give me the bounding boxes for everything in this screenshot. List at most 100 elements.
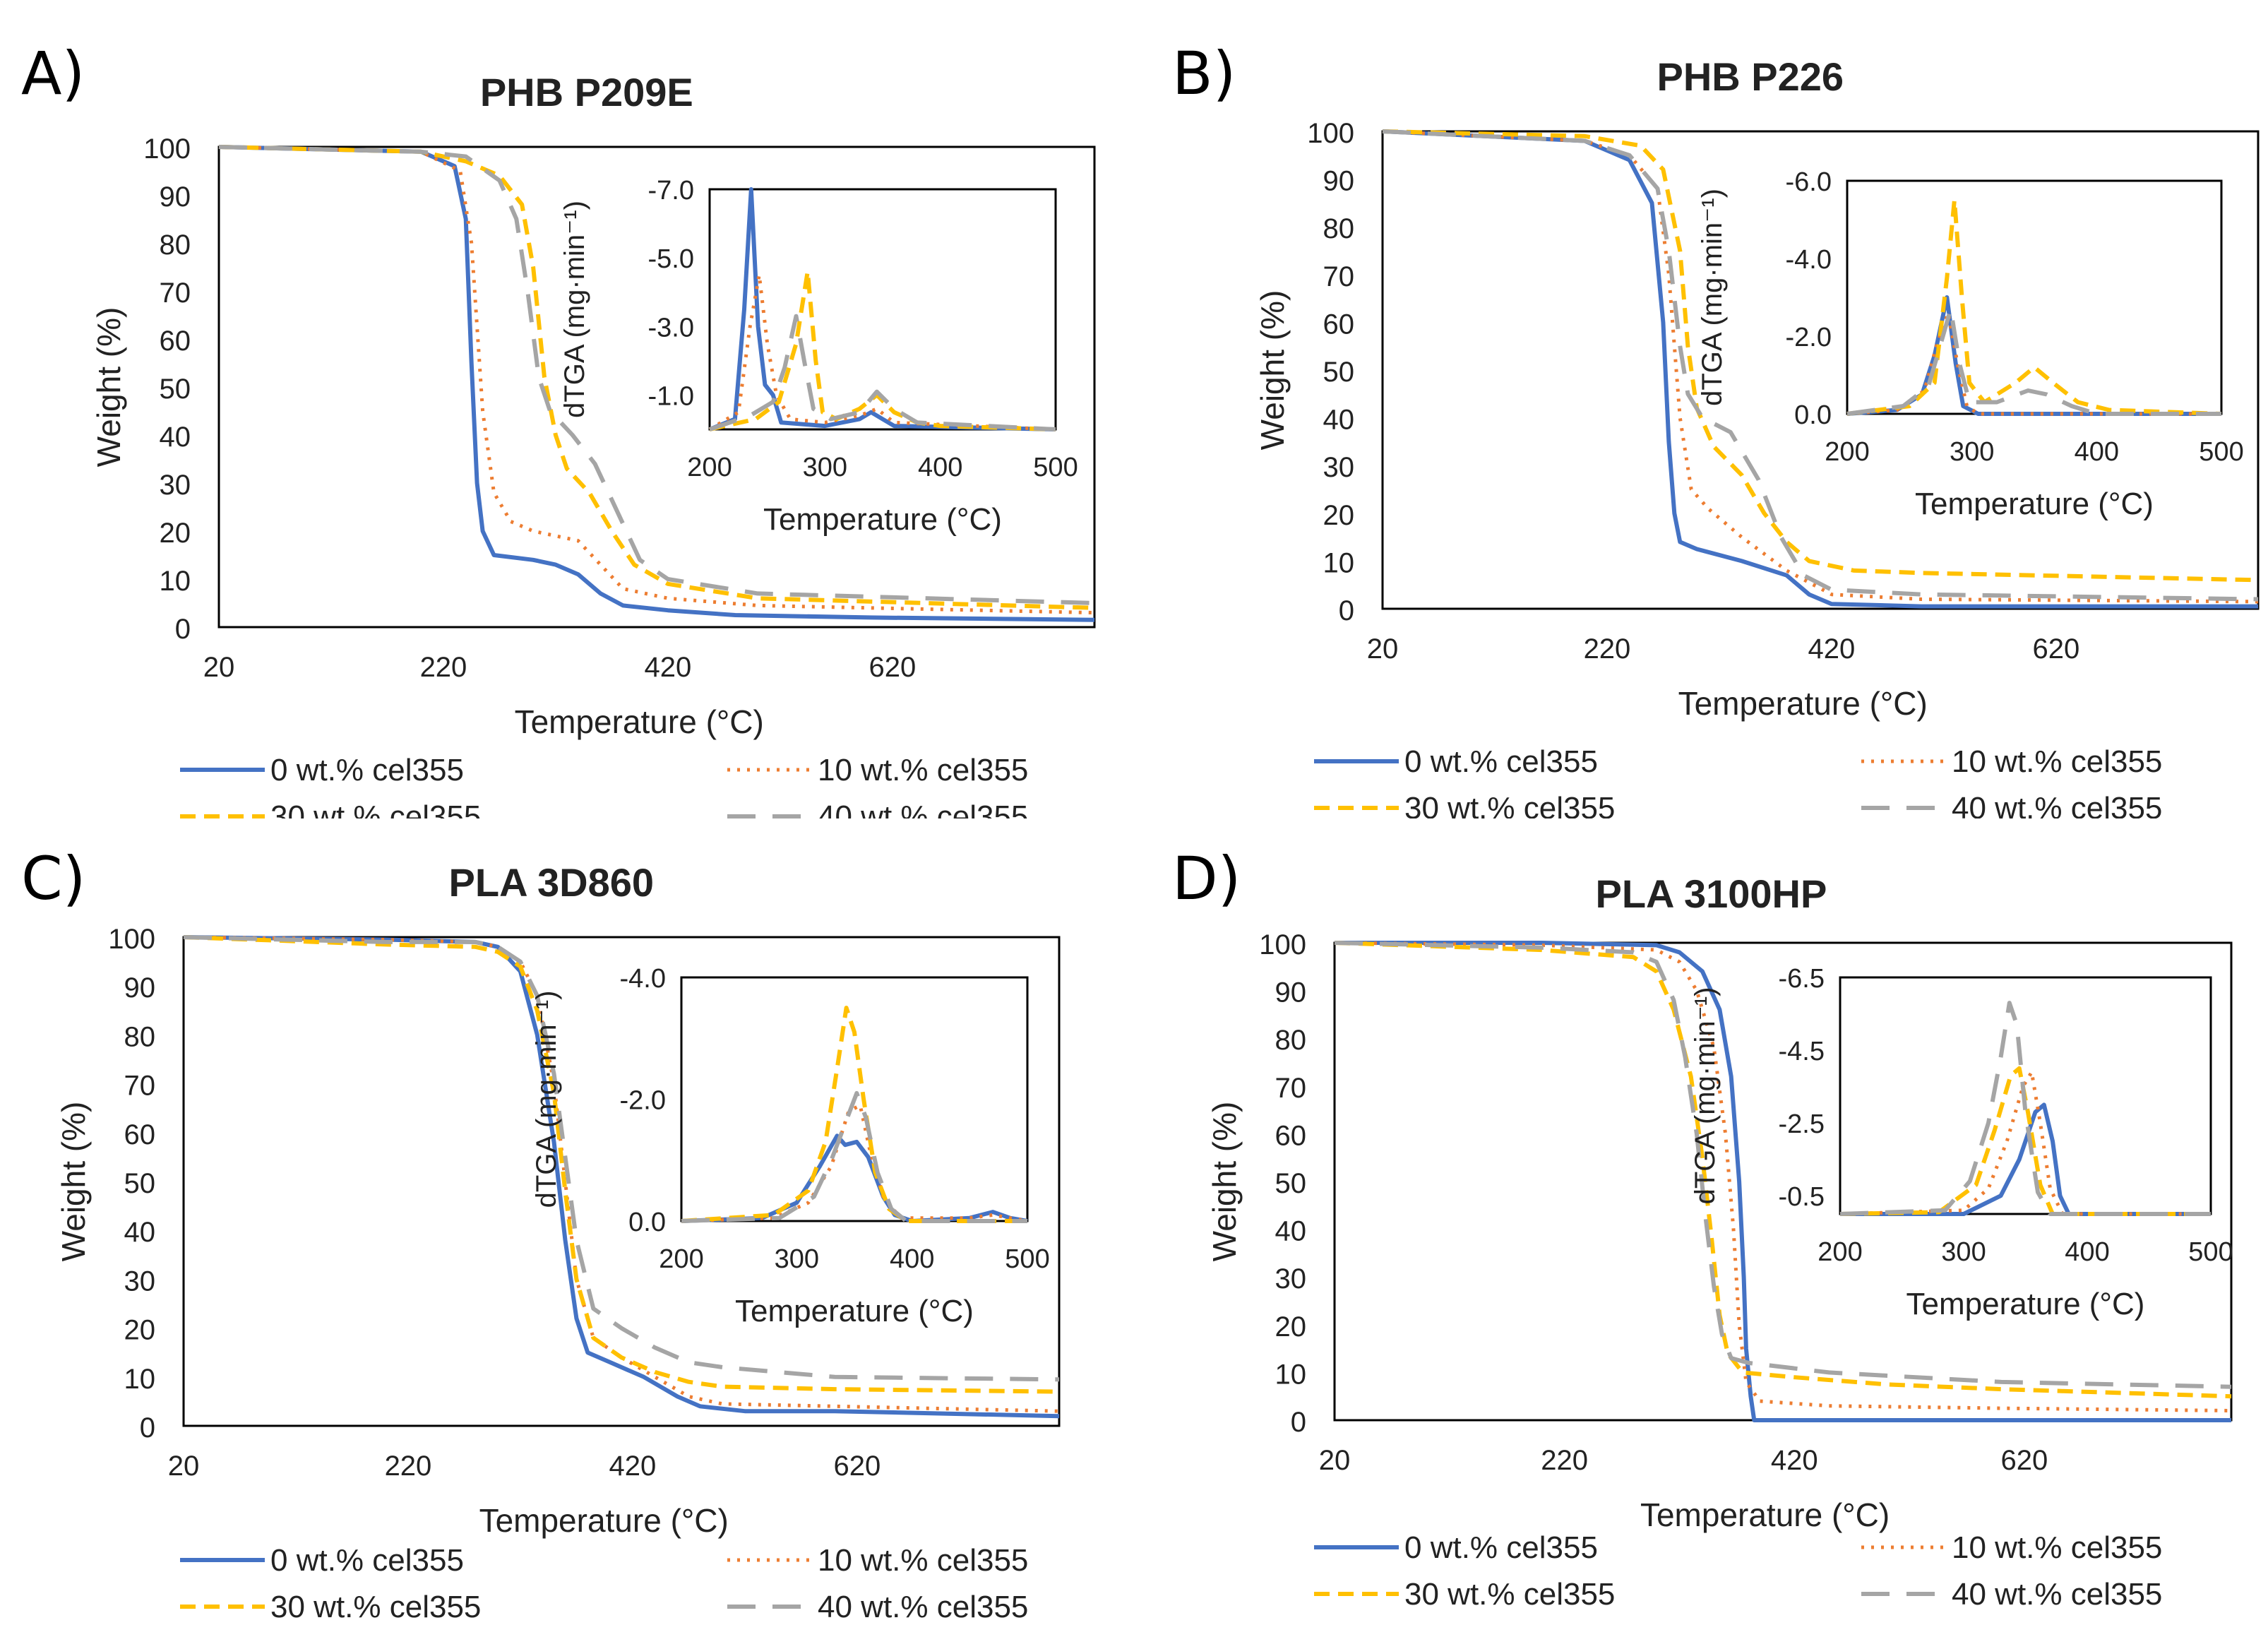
legend-label: 0 wt.% cel355: [270, 1543, 464, 1578]
inset-y-tick-label: -1.0: [648, 381, 694, 411]
inset-x-tick-label: 200: [1818, 1237, 1862, 1267]
x-tick-label: 620: [2001, 1445, 2048, 1476]
legend-label: 30 wt.% cel355: [1404, 791, 1615, 818]
y-tick-label: 90: [160, 181, 191, 213]
plot-frame: [1381, 130, 2260, 610]
x-tick-label: 20: [1319, 1445, 1351, 1476]
inset-y-tick-label: -2.0: [620, 1086, 666, 1116]
x-tick-label: 420: [609, 1451, 657, 1482]
x-axis-label: Temperature (°C): [515, 703, 764, 740]
y-tick-label: 30: [1323, 452, 1355, 483]
series-line-s40: [1382, 129, 2259, 602]
y-tick-label: 80: [124, 1021, 156, 1052]
chart-title: PHB P209E: [480, 70, 693, 114]
x-axis-label: Temperature (°C): [1678, 685, 1928, 722]
series-line-s30: [1382, 129, 2259, 583]
y-tick-label: 100: [143, 133, 191, 165]
inset-y-tick-label: 0.0: [1794, 400, 1832, 430]
series-line-s30: [183, 935, 1060, 1394]
inset-x-tick-label: 500: [1005, 1244, 1049, 1274]
y-tick-label: 80: [1323, 213, 1355, 244]
inset-x-axis-label: Temperature (°C): [735, 1294, 974, 1328]
y-tick-label: 0: [1339, 595, 1354, 626]
inset-x-tick-label: 300: [803, 453, 847, 482]
inset-y-tick-label: -2.5: [1779, 1109, 1825, 1139]
chart-title: PHB P226: [1657, 54, 1844, 99]
x-tick-label: 620: [833, 1451, 881, 1482]
series-line-s0: [1382, 129, 2258, 609]
y-tick-label: 70: [1275, 1073, 1307, 1104]
legend-item-s30: 30 wt.% cel355: [1314, 791, 1615, 818]
y-tick-label: 20: [1275, 1311, 1307, 1343]
x-tick-label: 20: [168, 1451, 200, 1482]
x-tick-label: 220: [420, 652, 467, 683]
series-line-s40: [218, 145, 1095, 605]
legend-label: 10 wt.% cel355: [818, 753, 1028, 787]
inset-series-line-s40: [681, 1090, 1027, 1223]
inset-series-line-s0: [708, 187, 1056, 431]
inset-x-tick-label: 400: [918, 453, 962, 482]
series-line-s10: [218, 145, 1095, 615]
panel-label-d: D): [1172, 844, 1241, 913]
legend-label: 10 wt.% cel355: [1952, 744, 2162, 779]
y-tick-label: 60: [160, 326, 191, 357]
legend-label: 40 wt.% cel355: [1952, 1577, 2162, 1612]
y-tick-label: 80: [1275, 1025, 1307, 1056]
inset-y-tick-label: -4.0: [1786, 245, 1832, 275]
legend-label: 40 wt.% cel355: [1952, 791, 2162, 818]
chart-phb-p209e: PHB P209E 0 10 20 30 40 50 60 70 80 90 100 20 220 420 6…: [90, 70, 1096, 818]
y-tick-label: 30: [160, 470, 191, 501]
y-tick-label: 0: [140, 1412, 155, 1443]
inset-y-axis-label: dTGA (mg·min⁻¹): [559, 201, 590, 418]
y-tick-label: 50: [1275, 1168, 1307, 1199]
inset-y-tick-label: -7.0: [648, 176, 694, 206]
inset-x-axis-label: Temperature (°C): [1906, 1287, 2145, 1321]
y-tick-label: 90: [124, 972, 156, 1004]
legend-item-s40: 40 wt.% cel355: [727, 799, 1028, 818]
y-tick-label: 0: [1291, 1407, 1306, 1438]
legend-item-s10: 10 wt.% cel355: [1861, 744, 2162, 779]
panel-label-b: B): [1172, 39, 1236, 108]
legend-item-s30: 30 wt.% cel355: [180, 1590, 481, 1624]
series-line-s0: [218, 145, 1095, 622]
inset-x-tick-label: 500: [1033, 453, 1078, 482]
inset-x-tick-label: 200: [1825, 437, 1869, 467]
inset-y-axis-label: dTGA (mg·min⁻¹): [531, 991, 562, 1208]
legend-label: 0 wt.% cel355: [270, 753, 464, 787]
inset-y-tick-label: -0.5: [1779, 1182, 1825, 1212]
series-line-s10: [1334, 941, 2232, 1412]
legend-item-s0: 0 wt.% cel355: [1314, 1530, 1598, 1565]
legend-item-s0: 0 wt.% cel355: [1314, 744, 1598, 779]
inset-series-line-s30: [1839, 1066, 2211, 1216]
legend-label: 0 wt.% cel355: [1404, 1530, 1598, 1565]
y-tick-label: 10: [160, 566, 191, 597]
inset-y-tick-label: -4.0: [620, 964, 666, 994]
inset-y-axis-label: dTGA (mg·min⁻¹): [1690, 987, 1721, 1205]
chart-title: PLA 3D860: [449, 860, 655, 905]
inset-series-line-s0: [681, 1133, 1028, 1223]
y-tick-label: 90: [1275, 977, 1307, 1008]
x-tick-label: 420: [1771, 1445, 1818, 1476]
inset-series-line-s10: [1839, 1070, 2211, 1216]
panel-label-c: C): [21, 844, 86, 913]
legend-item-s0: 0 wt.% cel355: [180, 753, 464, 787]
inset-series-line-s40: [1846, 306, 2221, 416]
x-axis-label: Temperature (°C): [1640, 1496, 1890, 1533]
legend-item-s10: 10 wt.% cel355: [1861, 1530, 2162, 1565]
legend-item-s30: 30 wt.% cel355: [180, 799, 481, 818]
y-tick-label: 30: [124, 1266, 156, 1297]
series-line-s30: [1334, 941, 2232, 1399]
inset-frame: [708, 188, 1057, 431]
inset-x-axis-label: Temperature (°C): [763, 502, 1002, 537]
series-line-s0: [1335, 941, 2231, 1422]
y-tick-label: 10: [1323, 547, 1355, 578]
legend-item-s10: 10 wt.% cel355: [727, 753, 1028, 787]
inset-x-axis-label: Temperature (°C): [1915, 487, 2154, 521]
x-tick-label: 220: [385, 1451, 432, 1482]
inset-x-tick-label: 300: [1950, 437, 1994, 467]
y-tick-label: 60: [1275, 1120, 1307, 1151]
legend-label: 40 wt.% cel355: [818, 1590, 1028, 1624]
inset-series-line-s40: [709, 314, 1056, 431]
chart-phb-p226: PHB P226 0 10 20 30 40 50 60 70 80 90 100 20 220 420 62…: [1254, 54, 2260, 818]
legend-item-s30: 30 wt.% cel355: [1314, 1577, 1615, 1612]
